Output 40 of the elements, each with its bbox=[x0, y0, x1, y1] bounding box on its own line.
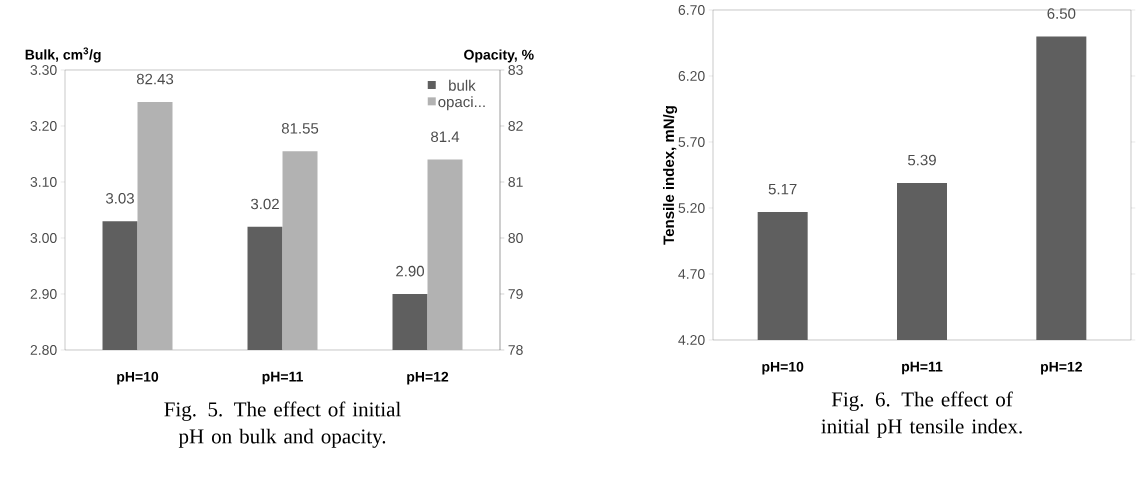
data-label: 82.43 bbox=[136, 73, 174, 85]
y2-tick-label: 83 bbox=[508, 65, 523, 75]
y-tick-label: 3.10 bbox=[30, 177, 57, 187]
data-label: 3.03 bbox=[105, 193, 134, 204]
data-label: 5.39 bbox=[908, 154, 936, 166]
y-tick-label: 6.70 bbox=[678, 5, 705, 15]
data-label: 81.4 bbox=[431, 131, 460, 143]
data-label: 81.55 bbox=[281, 123, 319, 134]
y-axis-title: Bulk, cm$^{3}$/g bbox=[25, 47, 101, 63]
x-tick-label: pH=12 bbox=[1041, 361, 1082, 375]
legend-label: opaci... bbox=[438, 96, 485, 111]
x-tick-label: pH=10 bbox=[117, 371, 159, 385]
y-tick-label: 5.20 bbox=[678, 203, 705, 213]
y2-tick-label: 82 bbox=[508, 121, 523, 131]
y-tick-label: 4.70 bbox=[678, 269, 705, 279]
x-tick-label: pH=12 bbox=[407, 371, 449, 385]
y2-tick-label: 78 bbox=[508, 345, 523, 355]
caption: Fig. 6. The effect of initial pH tensile index. bbox=[821, 391, 1022, 438]
y-tick-label: 3.20 bbox=[30, 121, 57, 131]
y-tick-label: 2.90 bbox=[30, 289, 57, 299]
y-tick-label: 6.20 bbox=[678, 71, 705, 81]
data-label: 6.50 bbox=[1047, 8, 1076, 19]
y-tick-label: 5.70 bbox=[678, 137, 705, 147]
y2-axis-title: Opacity, % bbox=[464, 49, 534, 63]
x-tick-label: pH=10 bbox=[762, 361, 804, 375]
y2-tick-label: 81 bbox=[508, 177, 523, 187]
data-label: 2.90 bbox=[396, 265, 425, 277]
y2-tick-label: 79 bbox=[508, 289, 523, 299]
y-tick-label: 4.20 bbox=[678, 335, 705, 345]
y-axis-title: Tensile index, mN/g bbox=[663, 106, 678, 245]
data-label: 3.02 bbox=[250, 198, 279, 210]
y-tick-label: 2.80 bbox=[30, 345, 57, 355]
x-tick-label: pH=11 bbox=[262, 371, 303, 385]
y-tick-label: 3.30 bbox=[30, 65, 57, 75]
caption: Fig. 5. The effect of initial pH on bulk and opacity. bbox=[164, 401, 401, 448]
legend-label: bulk bbox=[449, 79, 476, 91]
x-tick-label: pH=11 bbox=[902, 361, 943, 375]
data-label: 5.17 bbox=[768, 183, 797, 195]
y-tick-label: 3.00 bbox=[30, 233, 57, 243]
y2-tick-label: 80 bbox=[508, 233, 523, 243]
